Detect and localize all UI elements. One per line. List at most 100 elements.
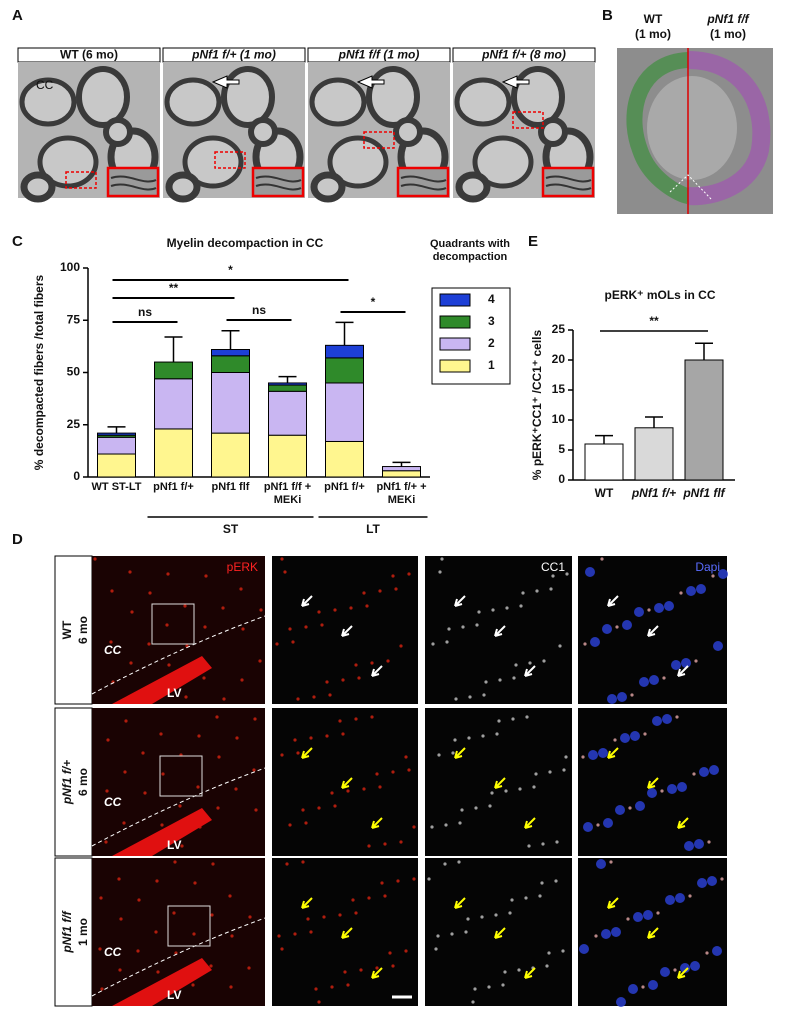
- cell: [380, 881, 384, 885]
- cell: [697, 878, 707, 888]
- region-label: CC: [104, 643, 122, 657]
- cell: [660, 789, 664, 793]
- cell: [129, 661, 133, 665]
- cell: [156, 970, 160, 974]
- cell: [615, 625, 619, 629]
- cell: [378, 785, 382, 789]
- myelin-ring: [76, 66, 130, 128]
- x-tick-label-box: pNf1 flf: [212, 481, 250, 493]
- cell: [280, 557, 284, 561]
- cell: [649, 675, 659, 685]
- cell: [538, 894, 542, 898]
- ventricle-border: [91, 615, 266, 695]
- cell: [192, 932, 196, 936]
- cell: [280, 947, 284, 951]
- channel-label: CC1: [541, 560, 565, 574]
- cell: [664, 601, 674, 611]
- cell: [467, 736, 471, 740]
- bar-segment: [154, 428, 193, 478]
- significance-label: *: [371, 295, 376, 309]
- cell: [301, 808, 305, 812]
- image-bg: [272, 556, 418, 704]
- cell: [304, 821, 308, 825]
- cell: [110, 589, 114, 593]
- cell: [508, 911, 512, 915]
- cell: [445, 640, 449, 644]
- cell: [601, 929, 611, 939]
- arrow: [524, 967, 536, 979]
- cell: [561, 949, 565, 953]
- myelin-ring: [472, 135, 534, 189]
- cell: [654, 603, 664, 613]
- bar-segment: [325, 344, 364, 359]
- cell: [501, 983, 505, 987]
- cell: [628, 806, 632, 810]
- cell: [634, 607, 644, 617]
- cell: [367, 844, 371, 848]
- error-bar: [392, 461, 411, 467]
- myelin-ring: [19, 77, 77, 127]
- cell: [611, 927, 621, 937]
- y-tick-label: 75: [67, 312, 81, 326]
- cell: [558, 644, 562, 648]
- cell: [477, 610, 481, 614]
- cell: [600, 557, 604, 561]
- cell: [338, 913, 342, 917]
- cell: [622, 620, 632, 630]
- arrow: [371, 665, 383, 677]
- bar-segment: [382, 470, 421, 478]
- y-tick-label: 5: [558, 442, 565, 456]
- arrow: [677, 817, 689, 829]
- ventricle: [112, 656, 212, 704]
- inset-lamellae: [545, 175, 592, 191]
- cell: [234, 787, 238, 791]
- cell: [532, 785, 536, 789]
- em-image: [18, 62, 160, 203]
- cell: [172, 911, 176, 915]
- cell: [229, 985, 233, 989]
- cell: [293, 932, 297, 936]
- x-tick-label: pNf1 f/+: [324, 481, 365, 493]
- cell: [105, 789, 109, 793]
- cell: [542, 659, 546, 663]
- myelin-ring: [393, 117, 423, 147]
- cell: [590, 637, 600, 647]
- y-tick-label: 0: [558, 472, 565, 486]
- fluorescence-image: [272, 708, 418, 856]
- cell: [451, 751, 455, 755]
- fluorescence-image: CC LV: [91, 708, 266, 856]
- fluorescence-image: [272, 858, 418, 1006]
- myelin-ring: [310, 171, 346, 203]
- error-bar: [645, 416, 663, 428]
- cell: [596, 823, 600, 827]
- myelin-ring: [221, 66, 275, 128]
- cell: [119, 917, 123, 921]
- fluorescence-image: [272, 556, 418, 704]
- cell: [407, 572, 411, 576]
- cell: [468, 695, 472, 699]
- cell: [165, 623, 169, 627]
- cell: [404, 755, 408, 759]
- cell: [370, 715, 374, 719]
- cell: [221, 606, 225, 610]
- cell: [665, 895, 675, 905]
- cell: [258, 659, 262, 663]
- cell: [643, 732, 647, 736]
- cell: [277, 934, 281, 938]
- cell: [222, 697, 226, 701]
- cell: [391, 574, 395, 578]
- cell: [436, 934, 440, 938]
- cell: [359, 968, 363, 972]
- cell: [285, 862, 289, 866]
- cell: [473, 987, 477, 991]
- bar-segment: [154, 361, 193, 380]
- significance-label: ns: [252, 303, 266, 317]
- bar-segment: [97, 432, 136, 436]
- cell: [505, 606, 509, 610]
- cell: [388, 951, 392, 955]
- myelin-ring: [366, 66, 420, 128]
- cell: [548, 770, 552, 774]
- bar-segment: [382, 466, 421, 472]
- cell: [412, 877, 416, 881]
- fluorescence-image: CC LV: [91, 556, 266, 704]
